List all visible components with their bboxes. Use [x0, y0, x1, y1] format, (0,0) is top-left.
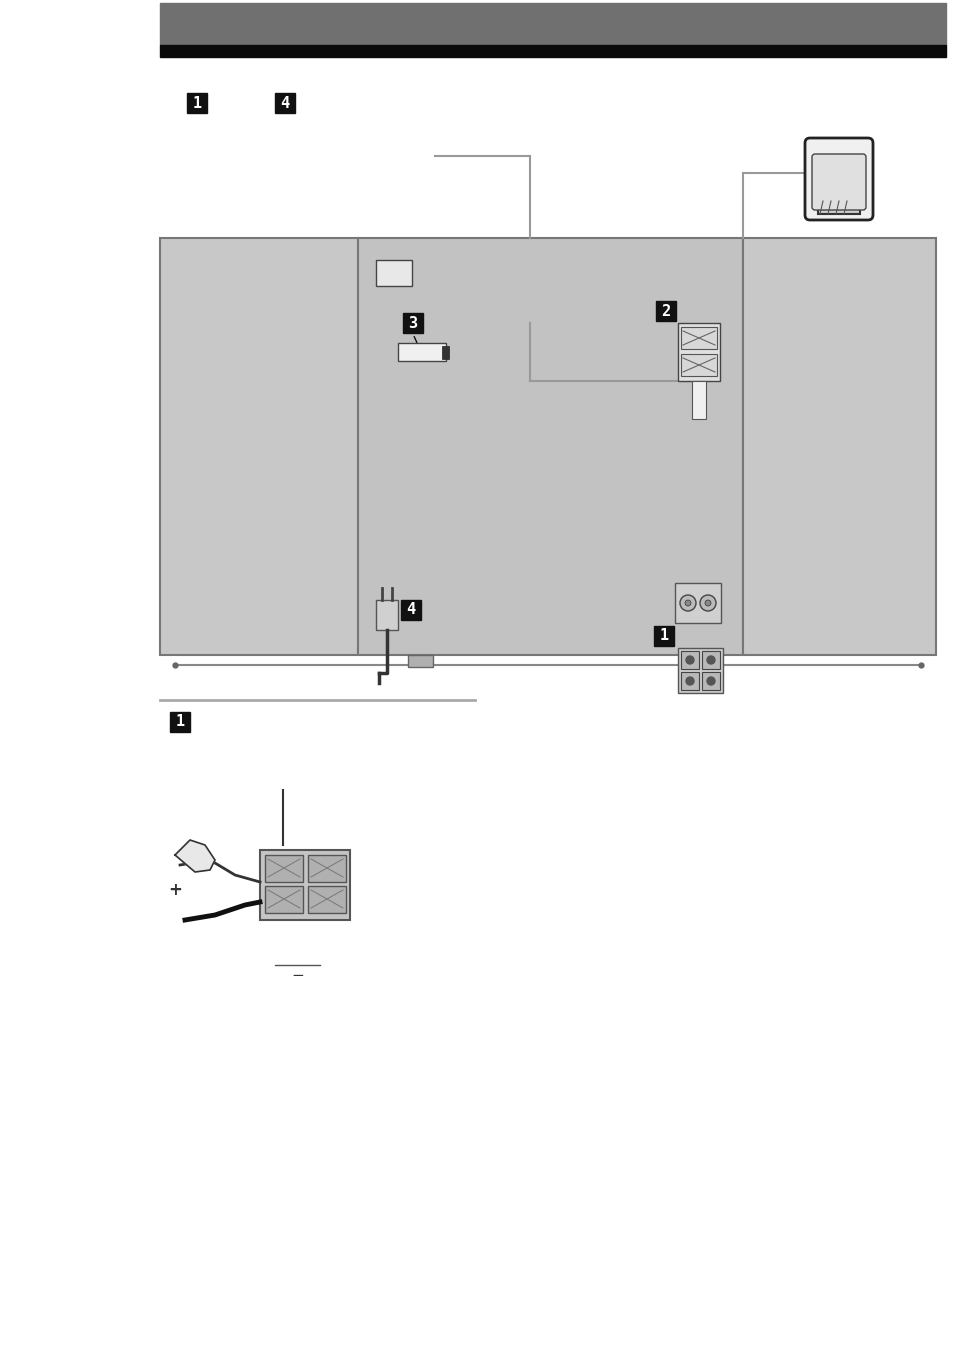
Circle shape: [679, 595, 696, 611]
Text: 1: 1: [659, 629, 668, 644]
FancyBboxPatch shape: [811, 154, 865, 210]
Text: 3: 3: [408, 315, 417, 330]
Text: 2: 2: [660, 303, 670, 319]
Bar: [397, 343, 446, 361]
Bar: [691, 381, 705, 419]
Bar: [680, 652, 699, 669]
Circle shape: [704, 600, 710, 606]
Bar: [402, 314, 422, 333]
FancyBboxPatch shape: [804, 138, 872, 220]
Bar: [656, 301, 676, 320]
Text: 4: 4: [280, 96, 290, 111]
Circle shape: [700, 595, 716, 611]
Bar: [265, 854, 303, 882]
Bar: [160, 45, 945, 57]
Bar: [265, 886, 303, 913]
Bar: [308, 886, 346, 913]
Bar: [742, 238, 935, 654]
Bar: [680, 354, 717, 376]
Bar: [308, 854, 346, 882]
Bar: [160, 3, 945, 45]
Bar: [160, 238, 357, 654]
Bar: [375, 260, 412, 287]
Bar: [408, 654, 433, 667]
Bar: [680, 672, 699, 690]
Text: −: −: [292, 968, 304, 983]
Text: 1: 1: [175, 714, 184, 730]
Bar: [701, 672, 720, 690]
Bar: [701, 652, 720, 669]
Circle shape: [685, 677, 693, 685]
Bar: [170, 713, 190, 731]
Circle shape: [706, 677, 714, 685]
Polygon shape: [174, 840, 214, 872]
Bar: [817, 200, 859, 214]
Bar: [675, 583, 720, 623]
Bar: [357, 238, 742, 654]
Bar: [678, 323, 720, 381]
Bar: [260, 850, 350, 919]
Text: 1: 1: [193, 96, 201, 111]
Bar: [678, 648, 722, 694]
Bar: [375, 600, 397, 630]
Bar: [274, 93, 294, 114]
Bar: [400, 600, 420, 621]
Bar: [441, 346, 449, 360]
Circle shape: [684, 600, 690, 606]
Bar: [682, 654, 707, 667]
Text: +: +: [168, 882, 182, 899]
Bar: [680, 327, 717, 349]
Circle shape: [685, 656, 693, 664]
Bar: [654, 626, 673, 646]
Circle shape: [706, 656, 714, 664]
Text: 4: 4: [406, 603, 416, 618]
Bar: [187, 93, 207, 114]
